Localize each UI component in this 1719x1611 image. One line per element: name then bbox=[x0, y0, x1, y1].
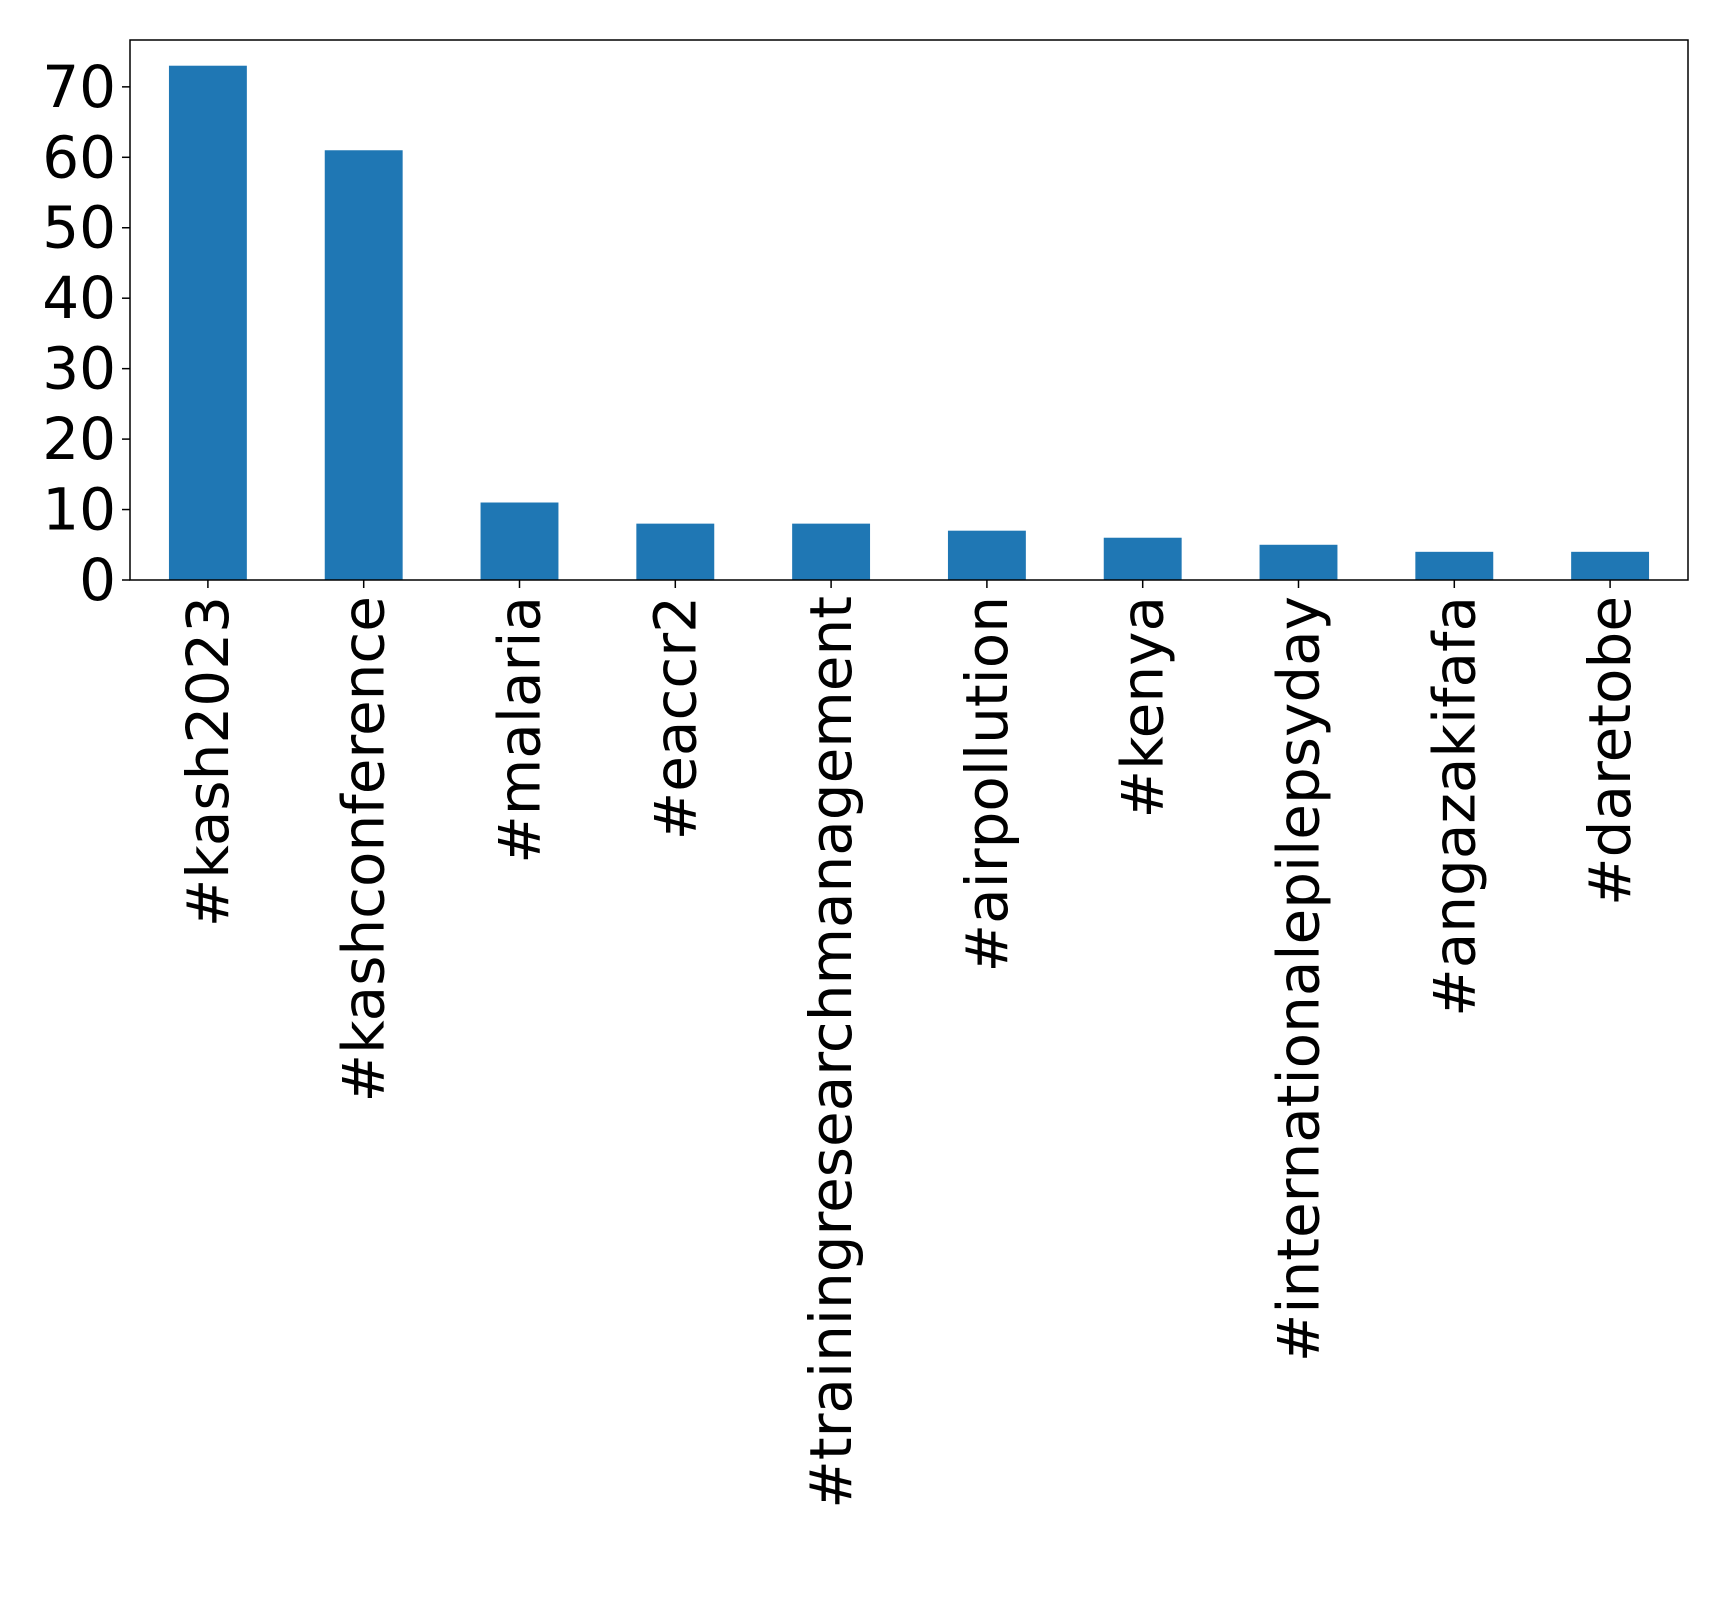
y-tick-label: 0 bbox=[79, 546, 116, 614]
y-tick-label: 10 bbox=[42, 476, 116, 544]
bar bbox=[1259, 544, 1338, 580]
y-tick-label: 30 bbox=[42, 335, 116, 403]
x-tick-label: #daretobe bbox=[1576, 596, 1644, 906]
y-tick-label: 70 bbox=[42, 53, 116, 121]
x-tick-label: #angazakifafa bbox=[1420, 596, 1488, 1017]
bar bbox=[480, 502, 559, 580]
y-tick-label: 50 bbox=[42, 194, 116, 262]
x-tick-label: #trainingresearchmanagement bbox=[797, 596, 865, 1509]
x-axis-ticks: #kash2023 #kashconference #malaria #eaccr2 #… bbox=[174, 580, 1644, 1509]
y-tick-label: 20 bbox=[42, 405, 116, 473]
bars-group bbox=[168, 65, 1650, 581]
bar bbox=[324, 150, 403, 581]
x-tick-label: #airpollution bbox=[953, 596, 1021, 973]
plot-frame bbox=[129, 39, 1689, 581]
bar bbox=[1103, 537, 1182, 580]
bar bbox=[947, 530, 1026, 580]
bar bbox=[1571, 551, 1650, 580]
x-tick-label: #eaccr2 bbox=[641, 596, 709, 840]
bar bbox=[792, 523, 871, 580]
bar bbox=[168, 65, 247, 580]
y-tick-label: 40 bbox=[42, 264, 116, 332]
bar bbox=[636, 523, 715, 580]
x-tick-label: #malaria bbox=[486, 596, 554, 864]
x-tick-label: #kenya bbox=[1109, 596, 1177, 818]
x-tick-label: #internationalepilepsyday bbox=[1265, 596, 1333, 1362]
x-tick-label: #kash2023 bbox=[174, 596, 242, 927]
bar bbox=[1415, 551, 1494, 580]
x-tick-label: #kashconference bbox=[330, 596, 398, 1103]
y-tick-label: 60 bbox=[42, 123, 116, 191]
